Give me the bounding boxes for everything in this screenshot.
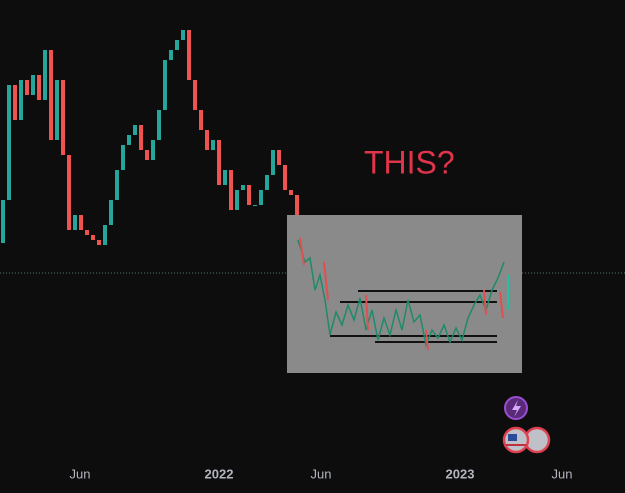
candle [49, 50, 53, 140]
candle [19, 80, 23, 120]
candle [85, 230, 89, 235]
candle [25, 80, 29, 95]
candle [127, 135, 131, 145]
candle [139, 125, 143, 150]
candle [73, 215, 77, 230]
candle [79, 215, 83, 230]
candle [121, 145, 125, 170]
candle [145, 150, 149, 160]
candle [193, 80, 197, 110]
candle [7, 85, 11, 200]
inset-box [287, 215, 522, 373]
candle [259, 190, 263, 205]
x-tick-label: Jun [70, 466, 91, 481]
candle [247, 185, 251, 205]
candles [1, 30, 299, 245]
candle [157, 110, 161, 140]
annotation: THIS? [364, 144, 455, 180]
candle [265, 175, 269, 190]
candle [55, 80, 59, 140]
candle [289, 190, 293, 195]
candle [169, 50, 173, 60]
x-tick-label: 2023 [446, 466, 475, 481]
candle [37, 75, 41, 100]
candle [133, 125, 137, 135]
candle [31, 75, 35, 95]
candle [43, 50, 47, 100]
x-tick-label: 2022 [205, 466, 234, 481]
candle [91, 235, 95, 240]
candle [241, 185, 245, 190]
candle [97, 240, 101, 245]
candle [223, 170, 227, 185]
candle [103, 225, 107, 245]
x-tick-label: Jun [311, 466, 332, 481]
candle [67, 155, 71, 230]
candle [295, 195, 299, 215]
inset-image [287, 215, 522, 373]
candle [181, 30, 185, 40]
candle [277, 150, 281, 165]
candle [13, 85, 17, 120]
candle [229, 170, 233, 210]
candle [199, 110, 203, 130]
inset-red [299, 237, 504, 351]
candle [109, 200, 113, 225]
x-tick-label: Jun [552, 466, 573, 481]
candle [211, 140, 215, 150]
candle [163, 60, 167, 110]
candle [205, 130, 209, 150]
candle [217, 140, 221, 185]
candle [271, 150, 275, 175]
candle [187, 30, 191, 80]
candle [253, 205, 257, 206]
candle [175, 40, 179, 50]
candle [115, 170, 119, 200]
x-axis: Jun 2022 Jun 2023 Jun [70, 466, 573, 481]
icons [502, 396, 551, 454]
candle [235, 190, 239, 210]
inset-line [297, 239, 505, 348]
candle [61, 80, 65, 155]
candle [283, 165, 287, 190]
candle [151, 140, 155, 160]
candle [1, 200, 5, 243]
